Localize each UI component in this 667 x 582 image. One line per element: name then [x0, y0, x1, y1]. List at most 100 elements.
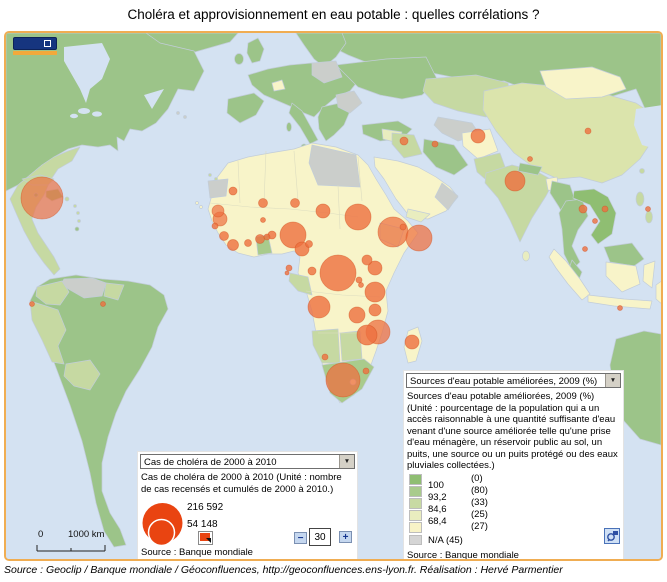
chevron-down-icon[interactable]: ▼ — [339, 455, 354, 468]
cholera-symbol-djibouti[interactable] — [399, 223, 407, 231]
class-swatch — [409, 474, 422, 485]
symbol-style-button[interactable] — [198, 531, 213, 545]
cholera-symbol-guinee-bissau[interactable] — [211, 222, 219, 230]
cholera-symbol-afrique-du-sud[interactable] — [325, 362, 361, 398]
cholera-symbol-sierra-leone[interactable] — [219, 231, 229, 241]
legend-value-small: 54 148 — [187, 519, 218, 530]
cholera-symbol-irak[interactable] — [399, 136, 409, 146]
cholera-symbol-guinee-equatoriale[interactable] — [284, 270, 290, 276]
cholera-indicator-description: Cas de choléra de 2000 à 2010 (Unité : n… — [141, 472, 342, 495]
scale-zero-label: 0 — [38, 529, 44, 540]
cholera-symbol-niger[interactable] — [290, 198, 300, 208]
cholera-symbol-somalie[interactable] — [405, 224, 433, 252]
decrease-button[interactable]: − — [294, 532, 307, 544]
south-america — [29, 274, 169, 548]
cholera-symbol-zambie[interactable] — [348, 306, 366, 324]
cholera-symbol-soudan[interactable] — [344, 203, 372, 231]
class-boundary: 100 — [428, 480, 444, 491]
zoom-selection-icon[interactable] — [604, 528, 620, 544]
value-input[interactable] — [309, 528, 331, 546]
toolbar-accent — [13, 51, 57, 55]
cholera-symbol-haiti[interactable] — [20, 176, 64, 220]
borneo — [603, 242, 645, 267]
map-frame: 0 1000 km Cas de choléra de 2000 à 2010 … — [4, 31, 663, 561]
cholera-symbol-indonesie[interactable] — [617, 305, 623, 311]
scale-bar-graphic — [36, 545, 106, 552]
cholera-symbol-malaisie[interactable] — [582, 246, 588, 252]
water-indicator-selected: Sources d'eau potable améliorées, 2009 (… — [410, 376, 598, 387]
iraq — [391, 132, 423, 159]
class-swatch — [409, 522, 422, 533]
cholera-symbol-kenya[interactable] — [367, 260, 383, 276]
cholera-symbol-malawi[interactable] — [368, 303, 382, 317]
cholera-symbol-laos[interactable] — [578, 204, 588, 214]
cholera-symbol-iran[interactable] — [431, 140, 439, 148]
toolbar-bar[interactable] — [13, 37, 57, 50]
cholera-symbol-liberia[interactable] — [227, 239, 239, 251]
cholera-symbol-burundi[interactable] — [358, 282, 364, 288]
cholera-source: Source : Banque mondiale — [141, 547, 253, 558]
cholera-symbol-gabon[interactable] — [285, 264, 293, 272]
world-map[interactable] — [6, 33, 661, 559]
cholera-symbol-ethiopie[interactable] — [377, 216, 409, 248]
cholera-symbol-nigeria[interactable] — [279, 221, 307, 249]
water-source: Source : Banque mondiale — [407, 550, 519, 561]
cholera-indicator-selected: Cas de choléra de 2000 à 2010 — [144, 457, 277, 468]
cholera-symbol-angola[interactable] — [307, 295, 331, 319]
restore-window-icon[interactable] — [44, 39, 51, 47]
chevron-down-icon[interactable]: ▼ — [605, 374, 620, 387]
class-count: (0) — [471, 473, 483, 484]
cholera-symbol-madagascar[interactable] — [404, 334, 420, 350]
cholera-symbol-tchad[interactable] — [315, 203, 331, 219]
scale-distance-label: 1000 km — [68, 529, 105, 540]
collapsed-toolbar[interactable] — [13, 37, 57, 55]
philippines — [635, 191, 645, 207]
class-count: (33) — [471, 497, 488, 508]
cholera-symbol-afghanistan[interactable] — [470, 128, 486, 144]
cholera-symbol-ouganda[interactable] — [361, 254, 373, 266]
libya — [308, 144, 361, 188]
legend-value-large: 216 592 — [187, 502, 224, 513]
cholera-symbol-zimbabwe[interactable] — [356, 324, 378, 346]
class-swatch — [409, 498, 422, 509]
cholera-symbol-cambodge[interactable] — [592, 218, 598, 224]
mongolia — [539, 66, 627, 100]
cholera-symbol-swaziland[interactable] — [362, 367, 370, 375]
cholera-symbol-senegal[interactable] — [211, 204, 225, 218]
cholera-symbol-mauritania[interactable] — [228, 186, 238, 196]
cholera-indicator-select[interactable]: Cas de choléra de 2000 à 2010 ▼ — [140, 454, 355, 469]
opacity-control: − + — [294, 528, 354, 546]
cholera-symbol-tanzanie[interactable] — [364, 281, 386, 303]
italy — [288, 102, 319, 145]
cholera-symbol-mali[interactable] — [258, 198, 268, 208]
cholera-symbol-togo[interactable] — [263, 233, 271, 241]
cholera-symbol-perou[interactable] — [29, 301, 35, 307]
symbol-color-swatch — [200, 533, 210, 541]
cholera-symbol-botswana[interactable] — [321, 353, 329, 361]
cholera-symbol-bresil[interactable] — [100, 301, 106, 307]
cholera-symbol-cote-d-ivoire[interactable] — [244, 239, 252, 247]
cholera-symbol-burkina[interactable] — [260, 217, 266, 223]
cholera-symbol-ghana[interactable] — [255, 234, 265, 244]
source-caption: Source : Geoclip / Banque mondiale / Géo… — [4, 564, 563, 576]
class-count: (27) — [471, 521, 488, 532]
arabia — [373, 156, 459, 220]
cholera-symbol-rd-congo[interactable] — [319, 254, 357, 292]
cholera-symbol-chine[interactable] — [584, 127, 592, 135]
water-indicator-select[interactable]: Sources d'eau potable améliorées, 2009 (… — [406, 373, 621, 388]
cholera-symbol-congo[interactable] — [307, 266, 317, 276]
water-indicator-description: Sources d'eau potable améliorées, 2009 (… — [407, 391, 618, 471]
sumatra — [548, 248, 591, 301]
increase-button[interactable]: + — [339, 531, 352, 543]
proportional-circles — [142, 503, 183, 547]
cholera-symbol-rwanda[interactable] — [355, 276, 363, 284]
cholera-symbol-nepal[interactable] — [527, 156, 533, 162]
cholera-symbol-vietnam[interactable] — [601, 205, 609, 213]
cholera-symbol-centrafrique[interactable] — [305, 240, 313, 248]
cholera-symbol-inde[interactable] — [504, 170, 526, 192]
page-title: Choléra et approvisionnement en eau pota… — [127, 7, 540, 22]
cholera-legend: Cas de choléra de 2000 à 2010 ▼ Cas de c… — [138, 452, 357, 559]
class-boundary: 68,4 — [428, 516, 447, 527]
cholera-symbol-philippines[interactable] — [645, 206, 651, 212]
